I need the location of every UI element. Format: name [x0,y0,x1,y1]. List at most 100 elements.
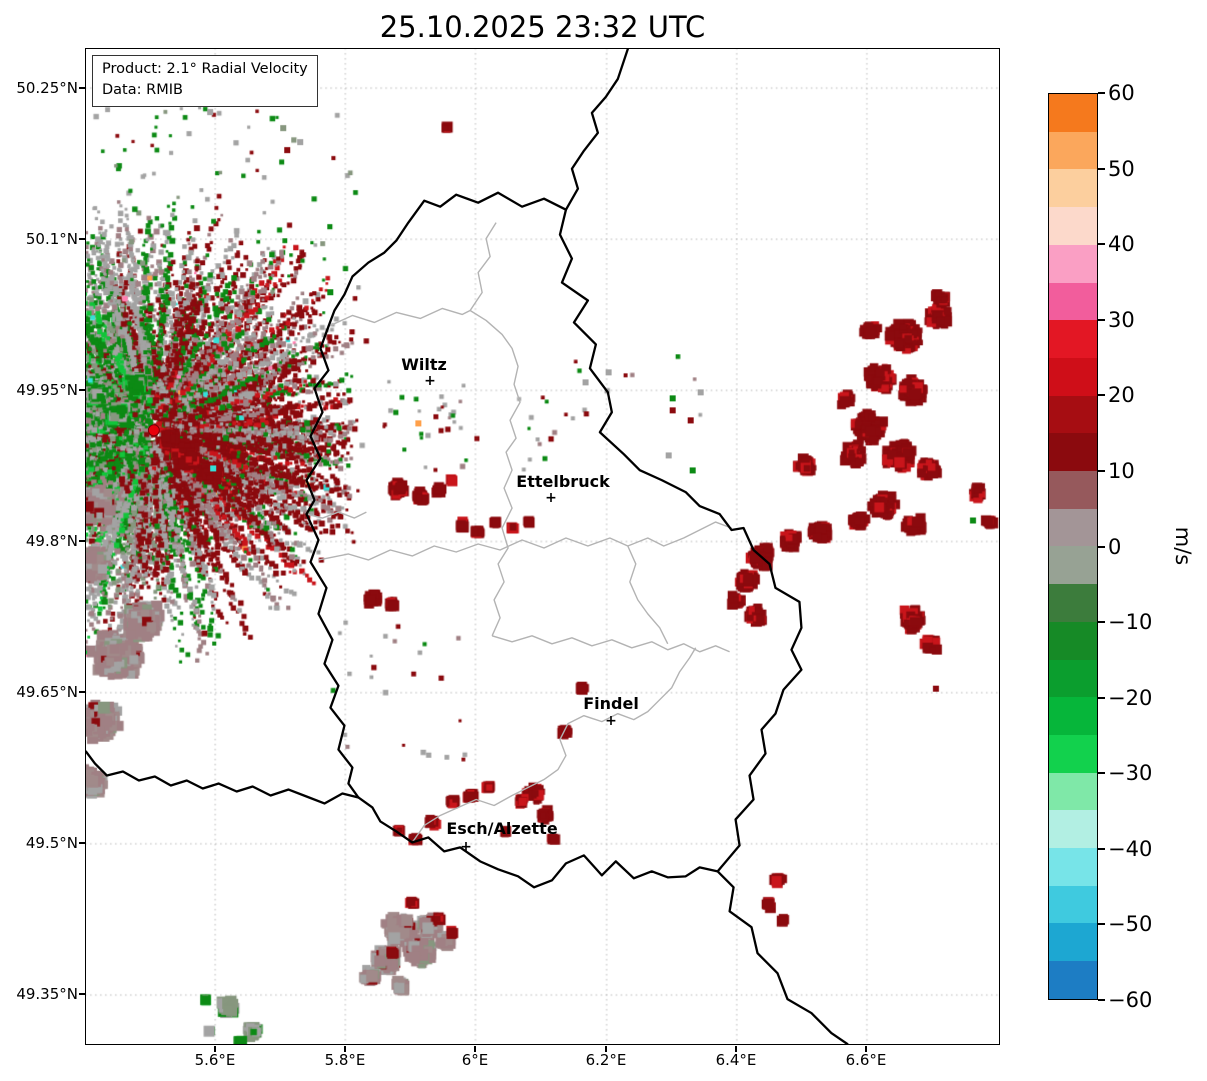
colorbar-tick-mark [1098,545,1105,548]
district-border [469,222,497,311]
colorbar-unit-label: m/s [1171,526,1195,566]
colorbar-tick-label: −30 [1108,761,1153,786]
x-tick-label: 5.6°E [194,1051,236,1069]
city-marker: + [605,713,617,729]
legend-box: Product: 2.1° Radial Velocity Data: RMIB [92,55,318,108]
colorbar-band [1049,961,1097,999]
border-luxembourg-east-germany [558,49,849,1044]
city-marker: + [545,490,557,506]
colorbar-band [1049,621,1097,660]
colorbar-band [1049,848,1097,886]
colorbar-band [1049,659,1097,698]
district-border [328,307,521,637]
colorbar-band [1049,508,1097,547]
x-tick-label: 6.2°E [585,1051,627,1069]
colorbar-tick-mark [1098,394,1105,397]
y-tick-label: 49.5°N [25,834,78,852]
map-borders-svg [86,49,849,1044]
colorbar-band [1049,546,1097,585]
colorbar-tick-label: 10 [1108,458,1135,483]
colorbar [1048,93,1098,1000]
colorbar-band [1049,320,1097,358]
radar-site-dot [147,424,160,437]
colorbar-tick-label: 60 [1108,81,1135,105]
country-borders [86,49,849,1044]
y-tick-label: 49.8°N [25,532,78,550]
colorbar-tick-mark [1098,92,1105,94]
colorbar-tick-label: −40 [1108,836,1153,861]
y-tick-label: 49.65°N [16,683,78,701]
x-tick-mark [735,1046,737,1052]
colorbar-band [1049,471,1097,509]
colorbar-tick-mark [1098,318,1105,321]
colorbar-band [1049,94,1097,132]
district-border [318,521,732,561]
colorbar-band [1049,169,1097,208]
colorbar-tick-label: −60 [1108,988,1153,1012]
x-tick-mark [214,1046,216,1052]
border-luxembourg-west-south [305,191,719,889]
colorbar-tick-label: −10 [1108,610,1153,635]
colorbar-band [1049,697,1097,735]
y-tick-label: 49.35°N [16,985,78,1003]
x-tick-label: 6.6°E [845,1051,887,1069]
y-tick-label: 50.1°N [25,230,78,248]
colorbar-band [1049,810,1097,849]
colorbar-band [1049,207,1097,245]
x-tick-label: 6°E [461,1051,489,1069]
x-tick-mark [865,1046,867,1052]
colorbar-band [1049,395,1097,434]
city-label: Wiltz [401,355,447,374]
map-plot: Product: 2.1° Radial Velocity Data: RMIB [85,48,1000,1045]
colorbar-tick-label: 0 [1108,534,1122,559]
y-tick-mark [79,993,85,995]
city-label: Ettelbruck [516,472,610,491]
colorbar-band [1049,772,1097,811]
city-marker: + [424,373,436,389]
colorbar-tick-label: −20 [1108,685,1153,710]
colorbar-band [1049,885,1097,924]
colorbar-band [1049,923,1097,962]
radar-velocity-field [86,49,999,1044]
colorbar-tick-label: 20 [1108,383,1135,408]
figure-title: 25.10.2025 23:32 UTC [379,10,706,44]
y-tick-label: 49.95°N [16,381,78,399]
colorbar-band [1049,734,1097,773]
colorbar-band [1049,584,1097,622]
y-tick-mark [79,691,85,693]
colorbar-tick-label: 30 [1108,307,1135,332]
x-tick-mark [344,1046,346,1052]
colorbar-band [1049,131,1097,170]
legend-product: Product: 2.1° Radial Velocity [102,61,308,77]
colorbar-tick-mark [1098,243,1105,246]
city-label: Findel [583,694,639,713]
colorbar-tick-mark [1098,621,1105,624]
city-label: Esch/Alzette [446,819,558,838]
colorbar-tick-mark [1098,923,1105,926]
y-tick-mark [79,238,85,240]
y-tick-mark [79,540,85,542]
district-border [627,545,669,645]
y-tick-mark [79,87,85,89]
colorbar-tick-mark [1098,999,1105,1001]
colorbar-band [1049,282,1097,321]
colorbar-tick-mark [1098,696,1105,699]
colorbar-tick-label: 40 [1108,232,1135,257]
colorbar-tick-mark [1098,469,1105,472]
x-tick-label: 6.4°E [715,1051,757,1069]
y-tick-label: 50.25°N [16,79,78,97]
colorbar-band [1049,357,1097,396]
district-border [306,511,367,519]
legend-source: Data: RMIB [102,82,183,99]
district-border [491,635,730,653]
y-tick-mark [79,842,85,844]
colorbar-band [1049,244,1097,283]
district-borders [306,222,732,843]
city-marker: + [460,839,472,855]
x-tick-label: 5.8°E [324,1051,366,1069]
border-france-belgium [86,750,360,805]
x-tick-mark [474,1046,476,1052]
colorbar-tick-mark [1098,847,1105,850]
colorbar-tick-label: −50 [1108,912,1153,937]
x-tick-mark [605,1046,607,1052]
